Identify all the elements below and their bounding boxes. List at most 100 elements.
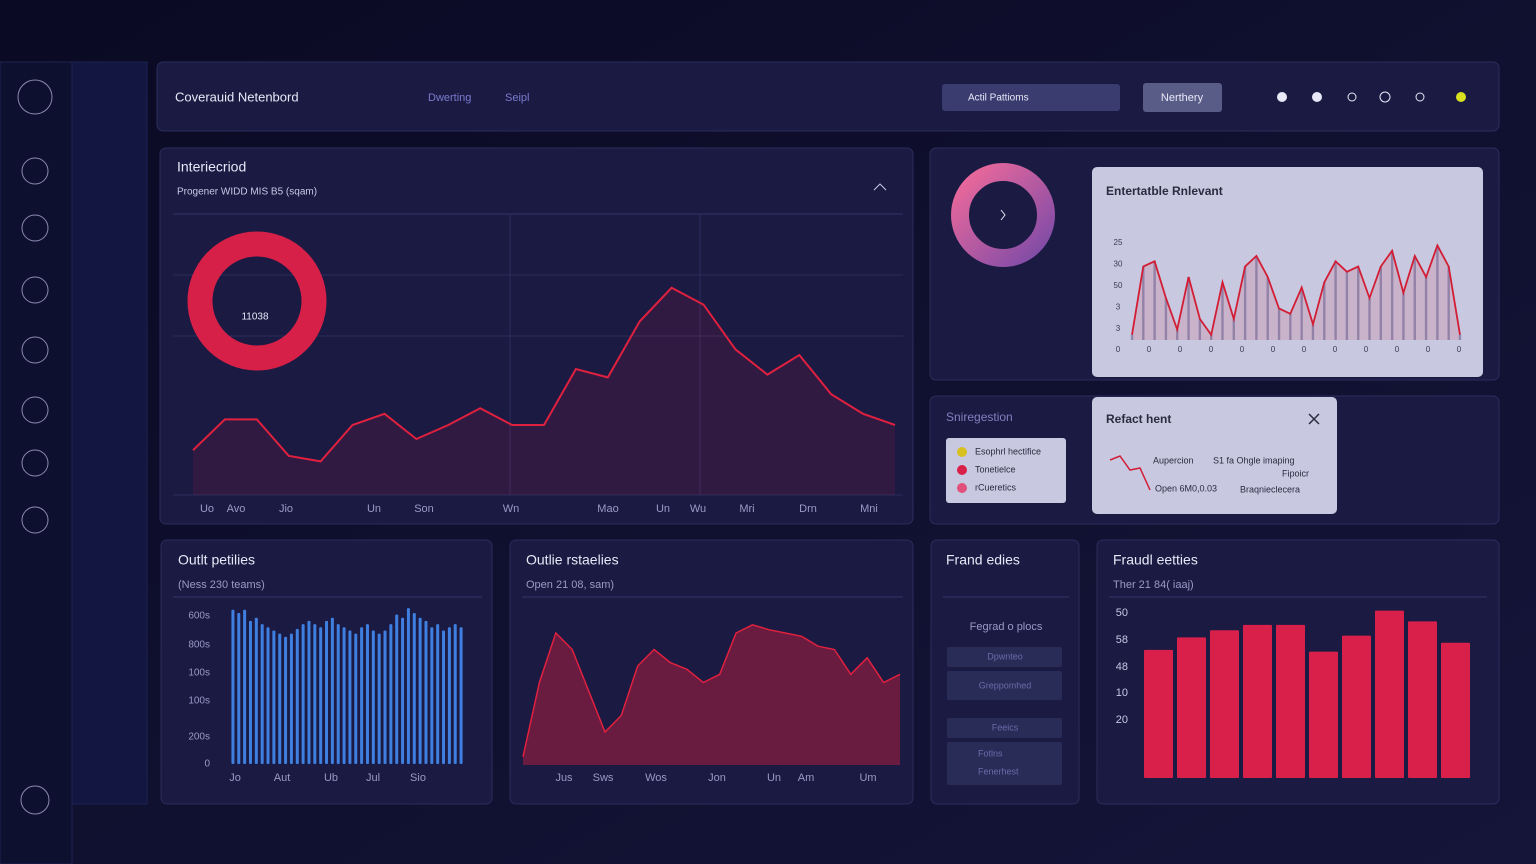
bar <box>295 628 299 764</box>
bar <box>401 617 405 764</box>
bar <box>436 624 440 764</box>
bar <box>1436 245 1439 340</box>
label: Aut <box>274 772 291 784</box>
legend-box <box>946 438 1066 503</box>
bar <box>319 627 323 764</box>
label: Entertatble Rnlevant <box>1106 184 1223 198</box>
label: Sws <box>593 772 614 784</box>
bar <box>1447 266 1450 340</box>
sidebar-column <box>71 61 148 805</box>
refact-card <box>1092 397 1337 514</box>
label: 3 <box>1116 303 1121 312</box>
bar <box>1357 266 1360 340</box>
bar <box>1277 308 1281 340</box>
label: Uo <box>200 503 214 515</box>
label: Fegrad o plocs <box>970 621 1043 633</box>
label: Son <box>414 503 434 515</box>
bar <box>342 627 346 764</box>
label: Dwerting <box>428 92 471 104</box>
bar <box>1232 319 1235 340</box>
label: Progener WIDD MIS B5 (sqam) <box>177 187 317 198</box>
data-line <box>192 286 896 463</box>
data-line <box>522 623 901 757</box>
bar <box>1243 266 1247 340</box>
label: 0 <box>1395 345 1400 354</box>
bar <box>284 636 288 764</box>
label: Coverauid Netenbord <box>175 89 299 104</box>
bar <box>442 630 446 764</box>
label: 0 <box>1116 345 1121 354</box>
label: 0 <box>1364 345 1369 354</box>
label: Mao <box>597 503 618 515</box>
label: Refact hent <box>1106 412 1171 426</box>
bar <box>377 633 381 764</box>
bar <box>365 624 369 764</box>
sidebar-icons[interactable] <box>17 79 53 815</box>
bar <box>1342 635 1371 778</box>
header-button[interactable] <box>1143 83 1222 112</box>
label: 600s <box>188 611 210 622</box>
donut <box>187 231 327 371</box>
ring-widget <box>951 163 1055 267</box>
area-fill <box>1132 245 1460 340</box>
label: 3 <box>1116 324 1121 333</box>
label: Outlie rstaelies <box>526 552 619 568</box>
collapse-icon[interactable] <box>873 183 887 191</box>
label: Tonetielce <box>975 464 1016 474</box>
label: Un <box>656 503 670 515</box>
label: 20 <box>1116 714 1128 726</box>
label: Mni <box>860 503 878 515</box>
label: Drn <box>799 503 817 515</box>
bar <box>1187 277 1190 340</box>
bar <box>1176 329 1179 340</box>
bar <box>1345 271 1349 340</box>
header-icons[interactable] <box>1277 91 1466 103</box>
label: Fenerhest <box>978 766 1019 776</box>
label: Wn <box>503 503 520 515</box>
search-box[interactable] <box>942 84 1120 111</box>
bar <box>1289 313 1292 340</box>
bar <box>395 614 399 764</box>
label: Aupercion <box>1153 455 1194 465</box>
label: 0 <box>204 759 210 770</box>
data-line <box>1131 243 1461 337</box>
ring-arrow[interactable] <box>1000 209 1006 221</box>
label: 11038 <box>241 312 269 323</box>
label: 0 <box>1302 345 1307 354</box>
bar <box>1177 637 1206 778</box>
bar <box>447 627 451 764</box>
label: Wos <box>645 772 667 784</box>
bar <box>278 633 282 764</box>
bar <box>254 617 258 764</box>
legend-dot <box>957 465 967 475</box>
label: Open 6M0,0.03 <box>1155 483 1217 493</box>
bar <box>418 617 422 764</box>
header-bar <box>156 61 1500 132</box>
label: Greppomhed <box>979 680 1032 690</box>
bar <box>1311 324 1315 340</box>
bar <box>348 630 352 764</box>
bar <box>383 630 387 764</box>
bar <box>1266 277 1269 340</box>
bar <box>243 609 247 764</box>
label: Interiecriod <box>177 159 246 175</box>
list-boxes[interactable] <box>947 647 1062 785</box>
bar <box>1413 256 1416 340</box>
label: Fipoicr <box>1282 468 1309 478</box>
bar <box>459 627 463 764</box>
legend-dot <box>957 447 967 457</box>
bar <box>330 617 334 764</box>
label: 100s <box>188 668 210 679</box>
bar <box>1276 624 1305 778</box>
label: 100s <box>188 696 210 707</box>
bar <box>266 627 270 764</box>
sparkline <box>1109 455 1151 491</box>
label: 10 <box>1116 687 1128 699</box>
bar <box>260 624 264 764</box>
label: 0 <box>1147 345 1152 354</box>
close-icon[interactable] <box>1308 413 1320 425</box>
label: Open 21 08, sam) <box>526 579 614 591</box>
label: Dpwnteo <box>987 651 1023 661</box>
label: Braqnieclecera <box>1240 484 1300 494</box>
